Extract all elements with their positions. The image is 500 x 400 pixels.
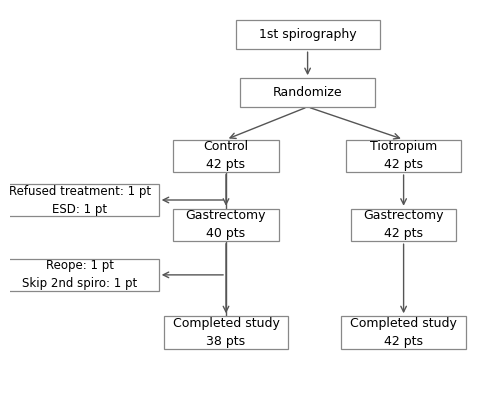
Text: Randomize: Randomize xyxy=(273,86,342,99)
Text: Gastrectomy
42 pts: Gastrectomy 42 pts xyxy=(364,210,444,240)
FancyBboxPatch shape xyxy=(164,316,288,349)
Text: Reope: 1 pt
Skip 2nd spiro: 1 pt: Reope: 1 pt Skip 2nd spiro: 1 pt xyxy=(22,259,137,290)
Text: 1st spirography: 1st spirography xyxy=(259,28,356,41)
FancyBboxPatch shape xyxy=(341,316,466,349)
FancyBboxPatch shape xyxy=(240,78,375,107)
Text: Tiotropium
42 pts: Tiotropium 42 pts xyxy=(370,140,437,171)
FancyBboxPatch shape xyxy=(0,258,159,291)
FancyBboxPatch shape xyxy=(0,184,159,216)
FancyBboxPatch shape xyxy=(351,209,457,241)
Text: Completed study
38 pts: Completed study 38 pts xyxy=(172,317,280,348)
Text: Completed study
42 pts: Completed study 42 pts xyxy=(350,317,457,348)
FancyBboxPatch shape xyxy=(236,20,380,49)
Text: Gastrectomy
40 pts: Gastrectomy 40 pts xyxy=(186,210,266,240)
FancyBboxPatch shape xyxy=(346,140,461,172)
FancyBboxPatch shape xyxy=(173,140,279,172)
FancyBboxPatch shape xyxy=(173,209,279,241)
Text: Refused treatment: 1 pt
ESD: 1 pt: Refused treatment: 1 pt ESD: 1 pt xyxy=(8,184,150,216)
Text: Control
42 pts: Control 42 pts xyxy=(204,140,248,171)
